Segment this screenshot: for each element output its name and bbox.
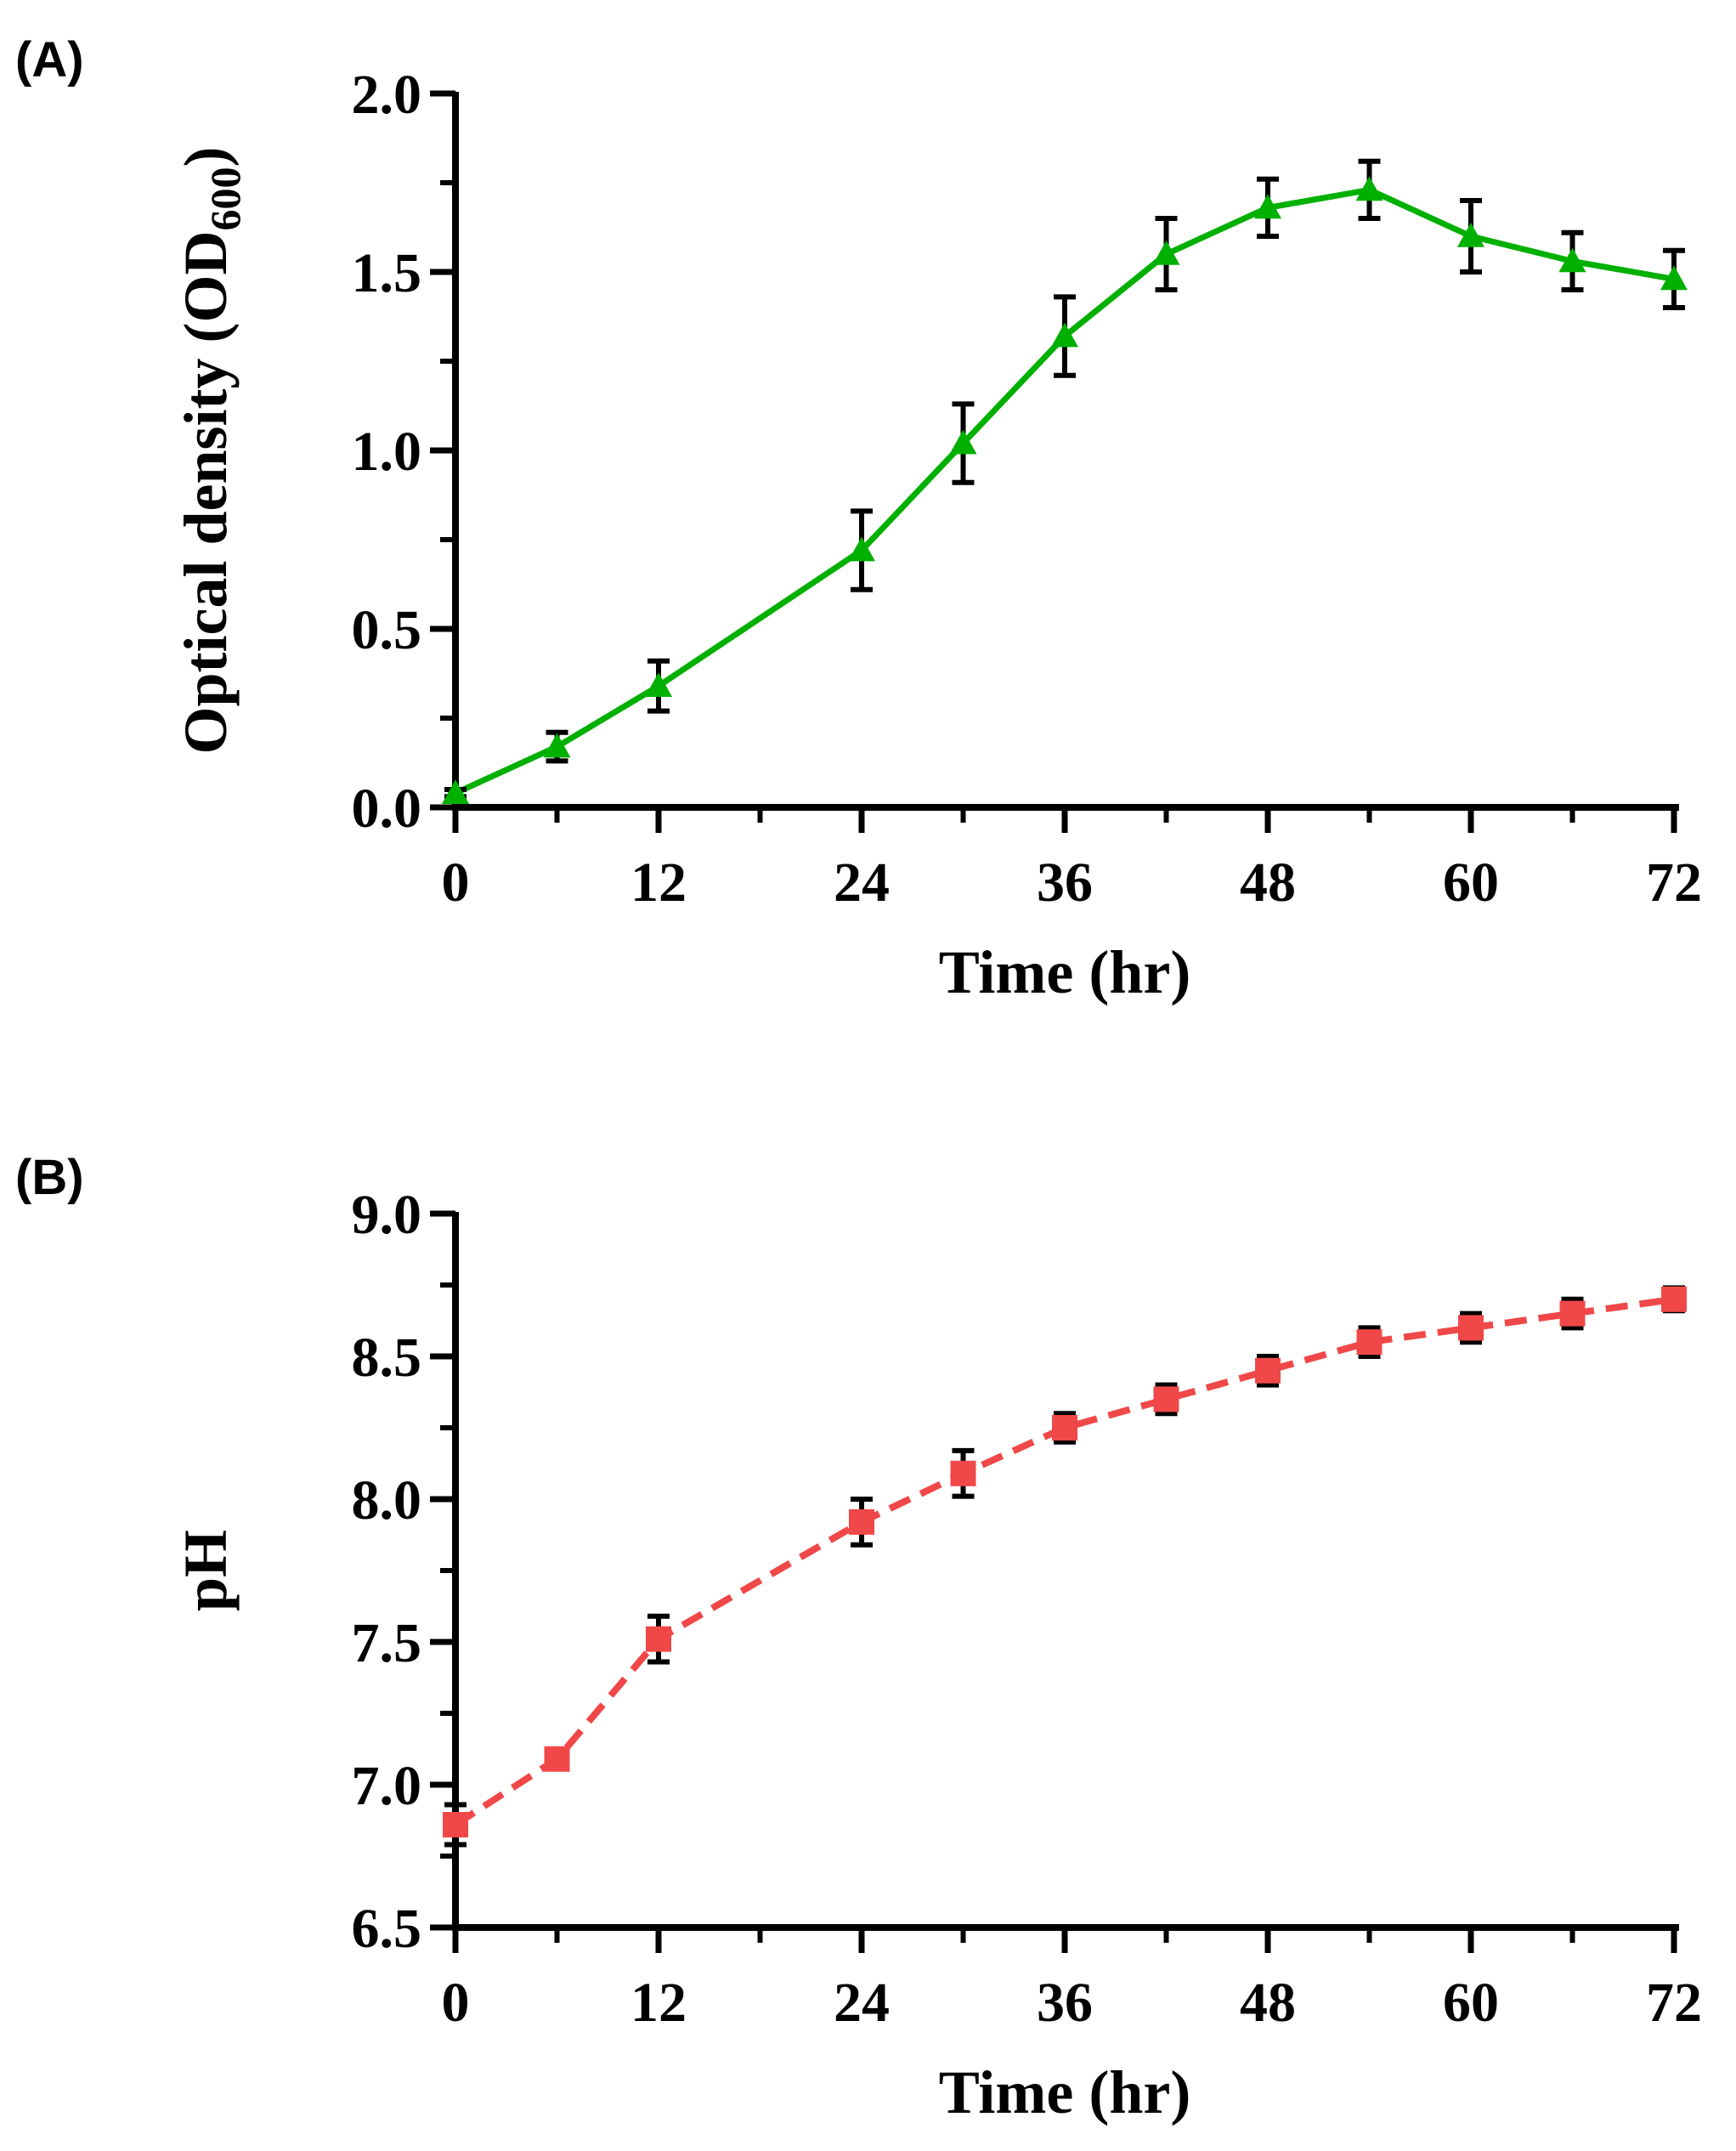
x-tick-label: 72	[1646, 852, 1702, 914]
x-tick-label: 72	[1646, 1972, 1702, 2034]
x-axis-title: Time (hr)	[939, 938, 1191, 1006]
x-tick-label: 60	[1443, 852, 1499, 914]
y-axis-title: Optical density (OD600)	[172, 147, 249, 755]
x-tick-label: 48	[1240, 1972, 1296, 2034]
y-tick-label: 8.0	[352, 1469, 422, 1531]
x-tick-label: 36	[1037, 1972, 1093, 2034]
y-tick-label: 9.0	[352, 1184, 422, 1246]
x-tick-label: 60	[1443, 1972, 1499, 2034]
data-point-square	[849, 1509, 874, 1535]
y-axis-title-subscript: 600	[201, 167, 249, 230]
y-tick-label: 6.5	[352, 1898, 422, 1960]
data-point-triangle	[645, 672, 672, 697]
x-tick-label: 24	[834, 1972, 890, 2034]
data-point-square	[1255, 1357, 1281, 1384]
x-tick-label: 12	[631, 1972, 687, 2034]
data-point-square	[646, 1626, 671, 1652]
y-tick-label: 7.5	[352, 1612, 422, 1674]
data-point-triangle	[1051, 322, 1078, 348]
panel-a-od-chart: (A) 0.0 0.5 1.0 1.5 2.0 0 12 24 36 48 60 72 Time (hr)…	[15, 32, 1702, 1006]
data-point-square	[1052, 1415, 1077, 1441]
y-tick-label: 2.0	[352, 64, 422, 126]
y-axis-title-main: Optical density (OD	[172, 230, 240, 754]
data-point-square	[443, 1812, 468, 1838]
data-point-triangle	[1558, 247, 1586, 273]
x-tick-label: 0	[442, 1972, 470, 2034]
data-point-square	[1458, 1315, 1484, 1341]
y-tick-label: 8.5	[352, 1327, 422, 1389]
x-tick-label: 24	[834, 852, 890, 914]
data-point-square	[1153, 1386, 1179, 1412]
data-point-triangle	[1152, 241, 1180, 265]
data-point-triangle	[1457, 223, 1484, 247]
series-line	[454, 186, 1675, 796]
data-point-square	[1661, 1286, 1687, 1312]
panel-b-ph-chart: (B) 6.5 7.0 7.5 8.0 8.5 9.0 0 12 24 36 48 60 72 Time (…	[15, 1150, 1702, 2126]
x-tick-label: 12	[631, 852, 687, 914]
y-axis-title: pH	[172, 1530, 240, 1611]
y-axis-title-close: )	[172, 147, 240, 167]
data-point-square	[1559, 1300, 1586, 1327]
y-tick-label: 0.5	[352, 599, 422, 661]
x-tick-label: 48	[1240, 852, 1296, 914]
data-point-triangle	[1660, 265, 1688, 291]
data-point-square	[1356, 1329, 1383, 1356]
panel-label: (A)	[15, 32, 84, 88]
data-point-triangle	[949, 429, 977, 455]
y-tick-label: 1.0	[352, 421, 422, 483]
y-axis-title-main: pH	[172, 1530, 240, 1611]
y-tick-label: 1.5	[352, 242, 422, 304]
x-tick-label: 36	[1037, 852, 1093, 914]
y-tick-label: 7.0	[352, 1755, 422, 1817]
data-point-square	[950, 1460, 976, 1486]
x-axis-title: Time (hr)	[939, 2058, 1191, 2126]
data-point-triangle	[442, 779, 469, 804]
panel-label: (B)	[15, 1150, 84, 1205]
data-point-triangle	[1254, 194, 1281, 219]
series-line	[453, 1295, 1675, 1828]
data-point-square	[544, 1746, 570, 1772]
x-tick-label: 0	[442, 852, 470, 914]
data-point-triangle	[848, 536, 875, 562]
data-point-triangle	[1355, 176, 1383, 201]
y-tick-label: 0.0	[352, 778, 422, 840]
data-point-triangle	[543, 733, 571, 758]
